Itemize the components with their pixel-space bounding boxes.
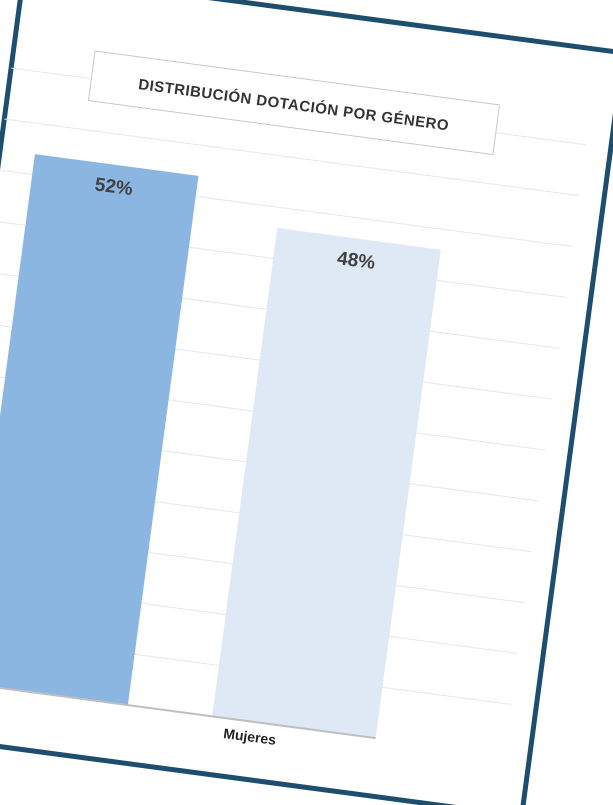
gridline — [4, 118, 580, 197]
x-axis-baseline — [0, 677, 376, 740]
bars — [0, 154, 441, 739]
category-labels: HombresMujeres — [223, 725, 278, 748]
data-label-hombres: 52% — [93, 174, 134, 200]
data-label-mujeres: 48% — [336, 248, 377, 274]
data-labels: 52% 48% — [93, 174, 377, 274]
bar-hombres — [0, 154, 199, 706]
bar-mujeres — [212, 227, 441, 739]
category-label-mujeres: Mujeres — [223, 725, 278, 748]
title-box — [87, 50, 501, 156]
